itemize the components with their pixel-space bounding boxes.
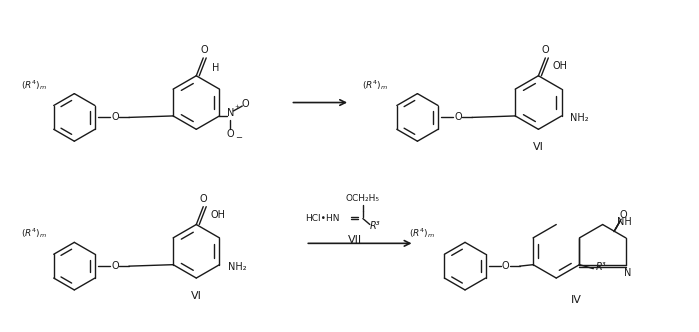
Text: IV: IV bbox=[570, 295, 582, 305]
Text: O: O bbox=[226, 129, 234, 139]
Text: O: O bbox=[454, 113, 462, 123]
Text: $(R^4)_m$: $(R^4)_m$ bbox=[21, 78, 47, 92]
Text: O: O bbox=[620, 210, 628, 220]
Text: $(R^4)_m$: $(R^4)_m$ bbox=[362, 78, 388, 92]
Text: $(R^4)_m$: $(R^4)_m$ bbox=[410, 226, 435, 240]
Text: O: O bbox=[199, 194, 207, 204]
Text: N: N bbox=[624, 268, 631, 278]
Text: O: O bbox=[201, 45, 208, 55]
Text: VI: VI bbox=[191, 291, 202, 301]
Text: $(R^4)_m$: $(R^4)_m$ bbox=[21, 226, 47, 240]
Text: R³: R³ bbox=[596, 262, 607, 272]
Text: O: O bbox=[542, 45, 549, 55]
Text: +: + bbox=[234, 105, 239, 110]
Text: N: N bbox=[226, 108, 234, 118]
Text: HCl•HN: HCl•HN bbox=[305, 214, 340, 223]
Text: VII: VII bbox=[348, 235, 362, 245]
Text: O: O bbox=[502, 261, 510, 271]
Text: OH: OH bbox=[553, 61, 568, 71]
Text: VI: VI bbox=[533, 142, 544, 152]
Text: O: O bbox=[111, 113, 119, 123]
Text: NH₂: NH₂ bbox=[228, 262, 247, 272]
Text: NH: NH bbox=[617, 216, 631, 226]
Text: H: H bbox=[212, 63, 219, 73]
Text: NH₂: NH₂ bbox=[570, 113, 589, 123]
Text: R³: R³ bbox=[370, 221, 380, 231]
Text: OCH₂H₅: OCH₂H₅ bbox=[346, 194, 380, 203]
Text: OH: OH bbox=[210, 209, 226, 219]
Text: −: − bbox=[235, 133, 242, 142]
Text: O: O bbox=[241, 99, 249, 109]
Text: O: O bbox=[111, 261, 119, 271]
